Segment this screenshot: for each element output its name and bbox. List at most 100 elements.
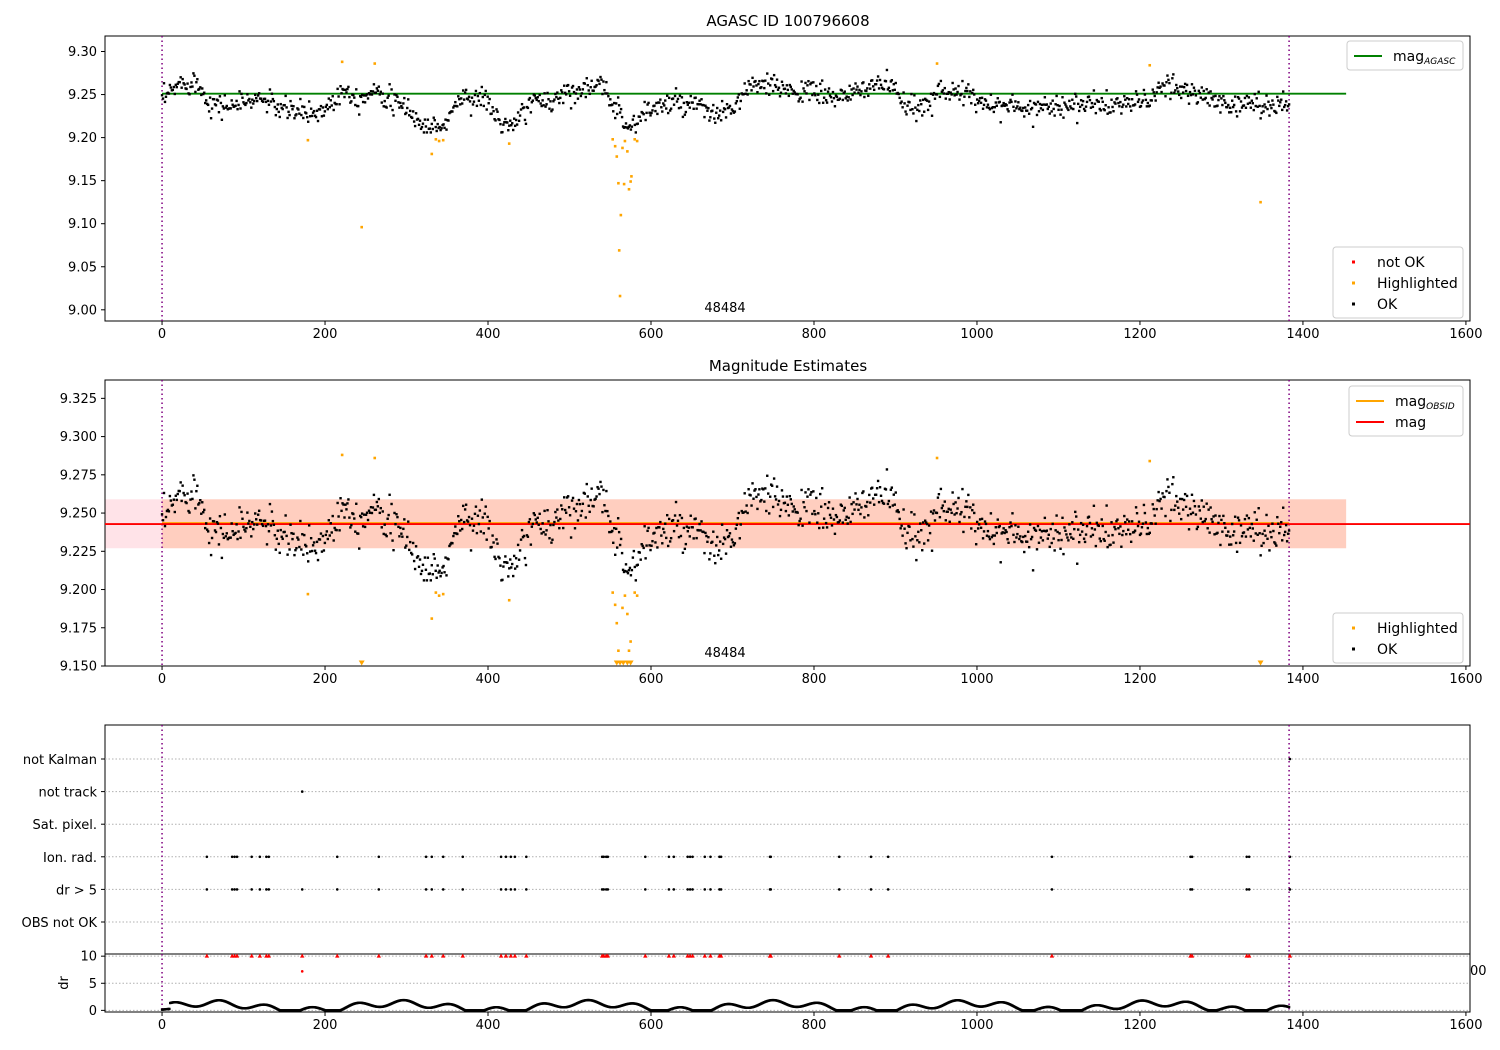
ok-point	[481, 516, 484, 519]
ok-point	[887, 499, 891, 503]
ok-point	[1142, 88, 1146, 92]
ok-point	[922, 521, 925, 524]
ok-point	[528, 96, 532, 100]
ok-point	[1002, 101, 1005, 105]
ok-point	[1007, 110, 1010, 113]
ok-point	[611, 529, 614, 533]
ok-point	[1032, 526, 1036, 530]
ok-point	[876, 479, 880, 483]
ok-point	[750, 504, 753, 507]
flag-point	[235, 855, 239, 859]
ok-point	[547, 98, 550, 101]
ok-point	[780, 489, 784, 492]
ok-point	[206, 530, 210, 533]
ok-point	[783, 87, 787, 90]
ok-point	[255, 518, 258, 521]
ok-point	[577, 498, 581, 502]
ok-point	[1022, 535, 1025, 539]
ok-point	[878, 78, 882, 82]
ok-point	[485, 538, 488, 541]
ok-point	[433, 557, 436, 560]
ok-point	[624, 122, 628, 125]
ok-point	[1213, 105, 1216, 108]
ok-point	[267, 530, 271, 533]
ok-point	[335, 528, 338, 532]
flag-point	[688, 855, 692, 859]
ok-point	[1156, 86, 1159, 89]
ok-point	[419, 572, 423, 576]
ok-point	[432, 116, 435, 119]
ok-point	[1056, 530, 1059, 534]
ok-point	[788, 494, 792, 498]
ok-point	[1161, 492, 1164, 495]
ok-point	[1081, 523, 1085, 527]
ok-point	[937, 82, 941, 86]
ok-point	[492, 541, 495, 544]
ok-point	[329, 99, 332, 102]
ok-point	[218, 514, 222, 518]
ok-point	[1057, 108, 1060, 112]
highlighted-point	[441, 592, 445, 596]
ok-point	[1049, 102, 1052, 105]
x-tick-label: 600	[639, 672, 664, 687]
ok-point	[307, 100, 311, 103]
ok-point	[714, 121, 717, 124]
ok-point	[1052, 537, 1055, 540]
flag-point	[703, 888, 707, 891]
ok-point	[780, 80, 784, 83]
x-tick-label: 0	[158, 672, 166, 687]
ok-point	[716, 106, 719, 110]
ok-point	[781, 495, 785, 498]
ok-point	[234, 104, 237, 107]
highlighted-point	[627, 187, 631, 191]
ok-point	[1249, 106, 1253, 109]
ok-point	[776, 503, 780, 506]
ok-point	[326, 107, 330, 111]
ok-point	[662, 527, 665, 531]
ok-point	[553, 98, 556, 101]
ok-point	[952, 502, 955, 506]
ok-point	[338, 529, 341, 532]
ok-point	[1003, 531, 1006, 535]
ok-point	[276, 103, 279, 106]
panel-title: AGASC ID 100796608	[706, 12, 869, 30]
ok-point	[986, 529, 990, 533]
ok-point	[994, 101, 998, 104]
ok-point	[902, 91, 905, 94]
flag-point	[230, 888, 234, 891]
ok-point	[804, 81, 807, 85]
ok-point	[1252, 108, 1255, 112]
y-tick-label: 9.15	[68, 174, 97, 189]
flag-point	[233, 888, 236, 891]
ok-point	[403, 518, 406, 521]
ok-point	[397, 101, 400, 104]
ok-point	[252, 102, 255, 105]
ok-point	[1058, 532, 1061, 535]
ok-point	[314, 115, 318, 119]
ok-point	[173, 510, 176, 514]
ok-point	[1052, 107, 1055, 111]
ok-point	[1243, 96, 1247, 100]
ok-point	[653, 531, 656, 535]
ok-point	[202, 92, 205, 96]
ok-point	[1287, 529, 1291, 532]
ok-point	[216, 99, 220, 102]
agasc-magnitude-panel: AGASC ID 100796608 0 200 400 600 800 1000 1200…	[68, 12, 1482, 342]
ok-point	[312, 541, 316, 544]
ok-point	[737, 511, 741, 515]
ok-point	[858, 88, 861, 92]
ok-point	[918, 109, 921, 113]
ok-point	[578, 502, 582, 506]
ok-point	[866, 500, 869, 504]
ok-point	[487, 102, 490, 105]
ok-point	[955, 93, 958, 96]
plot-frame	[104, 379, 1471, 667]
y-tick-label: 9.175	[60, 621, 97, 636]
ok-point	[563, 91, 567, 95]
ok-point	[928, 104, 932, 108]
ok-point	[967, 83, 970, 86]
ok-point	[1174, 504, 1177, 507]
ok-point	[810, 491, 813, 494]
ok-point	[977, 523, 981, 526]
